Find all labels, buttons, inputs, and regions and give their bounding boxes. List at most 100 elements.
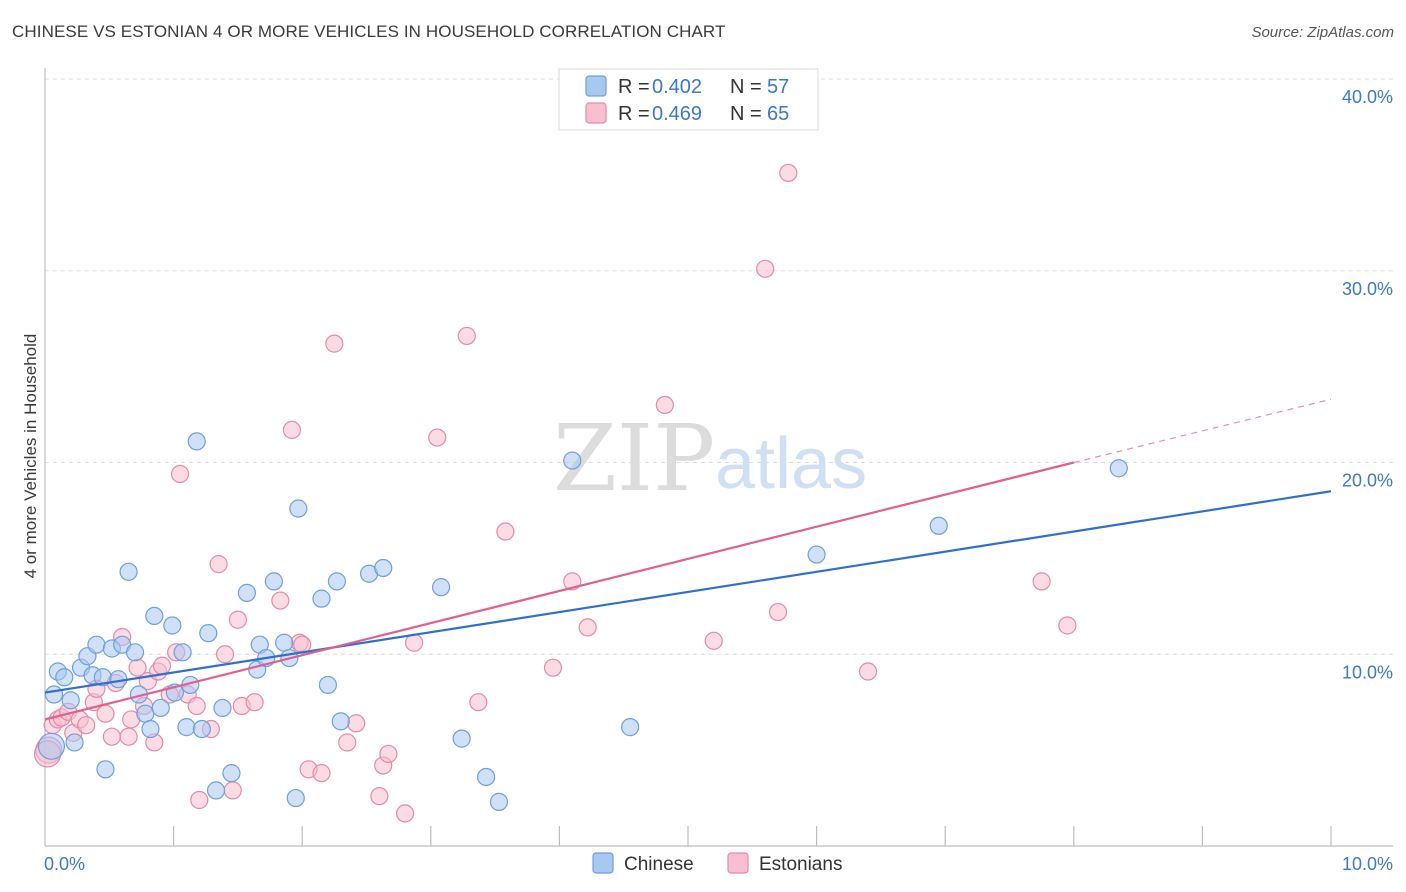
source-credit: Source: ZipAtlas.com xyxy=(1251,24,1394,41)
estonian-point-27 xyxy=(190,790,209,810)
legend-n-label-estonians: N = xyxy=(730,103,762,125)
bottom-legend-swatch-estonians xyxy=(727,852,749,874)
y-tick-label-2: 30.0% xyxy=(1342,279,1393,299)
chinese-point-32 xyxy=(222,764,241,783)
estonian-point-47 xyxy=(395,804,415,823)
chart-title: CHINESE VS ESTONIAN 4 OR MORE VEHICLES I… xyxy=(12,22,726,41)
estonian-point-50 xyxy=(457,326,476,346)
chinese-point-0 xyxy=(37,732,66,760)
chinese-point-38 xyxy=(275,633,294,652)
y-tick-label-3: 40.0% xyxy=(1342,87,1393,107)
chinese-point-41 xyxy=(289,499,308,518)
estonian-point-57 xyxy=(704,631,723,650)
estonian-point-42 xyxy=(338,733,357,752)
legend-n-value-estonians: 65 xyxy=(767,103,789,125)
chinese-point-42 xyxy=(312,589,331,608)
chinese-point-51 xyxy=(489,792,509,811)
estonian-point-14 xyxy=(119,727,138,746)
chinese-point-56 xyxy=(1109,459,1128,478)
estonian-point-11 xyxy=(102,727,121,746)
bottom-legend-swatch-chinese xyxy=(592,852,614,874)
chinese-point-29 xyxy=(199,624,218,643)
legend-r-value-chinese: 0.402 xyxy=(652,76,702,98)
y-axis-label: 4 or more Vehicles in Household xyxy=(21,334,40,579)
legend-r-value-estonians: 0.469 xyxy=(652,103,702,125)
chinese-point-9 xyxy=(87,635,106,654)
chinese-point-24 xyxy=(173,643,192,662)
estonian-point-49 xyxy=(428,428,447,447)
chinese-point-40 xyxy=(286,788,305,808)
chinese-point-48 xyxy=(431,578,451,597)
chinese-point-11 xyxy=(96,760,115,779)
chinese-point-45 xyxy=(331,712,350,731)
chinese-point-22 xyxy=(163,616,182,635)
estonian-point-35 xyxy=(271,591,290,610)
data-points xyxy=(33,163,1128,823)
axes xyxy=(44,68,1393,847)
estonian-point-61 xyxy=(858,662,878,681)
x-tick-label-1: 10.0% xyxy=(1342,854,1393,874)
y-tick-label-0: 10.0% xyxy=(1342,662,1393,682)
estonian-point-62 xyxy=(1032,572,1051,591)
chinese-point-18 xyxy=(136,704,155,723)
legend-r-label-chinese: R = xyxy=(618,76,650,98)
estonian-point-58 xyxy=(756,259,775,278)
chinese-point-54 xyxy=(807,545,826,564)
chinese-point-50 xyxy=(476,767,496,787)
estonian-point-63 xyxy=(1058,616,1077,635)
chinese-point-53 xyxy=(621,718,640,737)
y-tick-label-1: 20.0% xyxy=(1342,471,1393,491)
trend-line-estonians-extension xyxy=(1073,398,1332,464)
chinese-point-55 xyxy=(929,516,948,535)
estonian-point-60 xyxy=(779,163,798,183)
chinese-point-43 xyxy=(318,675,338,695)
trend-line-estonians xyxy=(44,461,1075,721)
estonian-point-51 xyxy=(469,693,488,712)
legend-n-label-chinese: N = xyxy=(730,76,762,98)
estonian-point-46 xyxy=(379,744,398,764)
chinese-point-1 xyxy=(44,685,64,704)
estonian-point-29 xyxy=(209,555,228,574)
chinese-point-16 xyxy=(125,643,145,662)
chinese-point-5 xyxy=(65,733,84,752)
estonian-point-43 xyxy=(347,714,366,733)
bottom-legend-label-chinese: Chinese xyxy=(624,854,694,875)
chinese-point-20 xyxy=(145,606,164,626)
estonian-point-44 xyxy=(370,787,389,806)
chinese-point-21 xyxy=(151,698,170,718)
estonian-point-10 xyxy=(96,704,115,723)
estonian-point-52 xyxy=(496,522,515,541)
chinese-point-27 xyxy=(187,432,206,451)
estonian-point-56 xyxy=(655,395,674,415)
estonian-point-26 xyxy=(187,696,206,716)
tick-labels: 10.0% 20.0% 30.0% 40.0% 0.0% 10.0% xyxy=(44,87,1393,874)
estonian-point-36 xyxy=(282,420,302,440)
bottom-legend-label-estonians: Estonians xyxy=(759,854,842,875)
estonian-point-7 xyxy=(77,716,96,735)
chinese-point-30 xyxy=(206,781,226,800)
chinese-point-31 xyxy=(213,698,232,718)
trend-lines xyxy=(44,398,1332,721)
chinese-point-25 xyxy=(177,718,196,737)
estonian-point-32 xyxy=(228,610,247,629)
estonian-point-31 xyxy=(223,781,242,800)
chinese-point-28 xyxy=(192,719,211,739)
legend-n-value-chinese: 57 xyxy=(767,76,789,98)
chinese-point-3 xyxy=(55,668,74,687)
estonian-point-24 xyxy=(170,464,190,484)
chinese-point-44 xyxy=(327,572,347,591)
estonian-point-40 xyxy=(312,764,331,783)
estonian-point-55 xyxy=(578,618,597,637)
estonian-point-30 xyxy=(215,645,235,664)
chinese-point-4 xyxy=(61,691,80,710)
chinese-point-19 xyxy=(141,719,160,739)
chinese-point-15 xyxy=(119,562,138,581)
estonian-point-41 xyxy=(325,334,344,353)
x-tick-label-0: 0.0% xyxy=(44,854,85,874)
legend-r-label-estonians: R = xyxy=(618,103,650,125)
bottom-legend: Chinese Estonians xyxy=(592,852,842,875)
chinese-point-47 xyxy=(374,558,393,578)
watermark-atlas: atlas xyxy=(715,424,867,504)
trend-line-chinese xyxy=(44,490,1332,694)
